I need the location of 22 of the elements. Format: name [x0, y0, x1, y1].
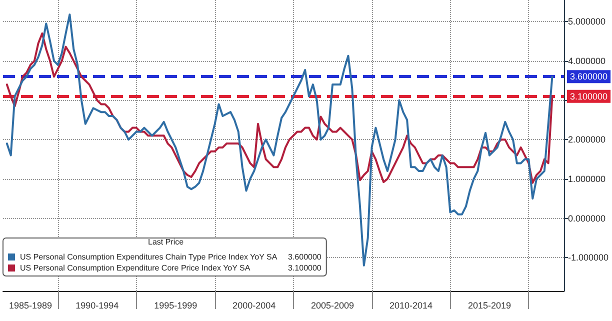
ref-line-label: 3.100000: [570, 91, 608, 102]
x-tick-label: 1990-1994: [76, 300, 119, 310]
x-tick-label: 1995-1999: [154, 300, 198, 310]
x-tick-label: 2000-2004: [232, 300, 276, 310]
y-tick-label: 2.000000: [568, 134, 606, 145]
x-tick-label: 2005-2009: [311, 300, 354, 310]
line-series: [6, 14, 554, 266]
legend-label: US Personal Consumption Expenditures Chain Type Price Index YoY SA: [20, 252, 278, 262]
y-tick-label: 1.000000: [568, 174, 606, 184]
annotation: 3.600000: [288, 252, 322, 262]
y-tick-label: 5.000000: [568, 16, 606, 27]
legend-title: Last Price: [148, 238, 184, 246]
ref-line-label: 3.600000: [570, 72, 608, 82]
x-tick-label: 1985-1989: [8, 300, 52, 310]
y-tick-label: -1.000000: [568, 252, 609, 263]
annotation: 3.100000: [288, 264, 322, 272]
x-tick-label: 2010-2014: [389, 300, 433, 310]
y-tick-label: 4.000000: [568, 56, 606, 66]
y-tick-label: 0.000000: [568, 213, 606, 224]
x-tick-label: 2015-2019: [468, 300, 511, 310]
legend-label: US Personal Consumption Expenditure Core Price Index YoY SA: [20, 264, 251, 272]
line-series: [6, 32, 554, 184]
